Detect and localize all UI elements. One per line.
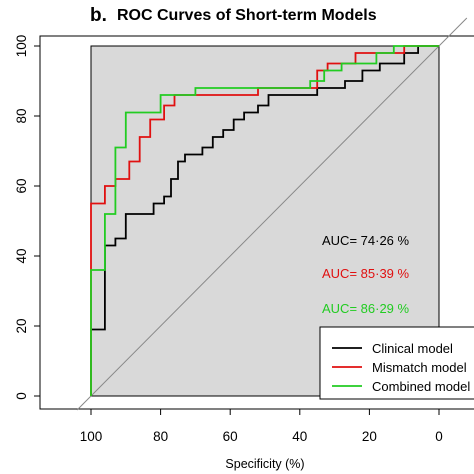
panel-letter: b. [90,5,107,26]
legend-label-mismatch: Mismatch model [372,360,467,375]
y-ticks: 0 20 40 60 80 100 [14,35,40,400]
y-tick-label: 100 [14,35,29,58]
legend-box [319,326,474,400]
legend-label-combined: Combined model [372,379,470,394]
legend-label-clinical: Clinical model [372,341,453,356]
x-tick-label: 20 [362,429,377,444]
y-tick-label: 60 [14,178,29,193]
x-tick-label: 60 [223,429,238,444]
series-layer [90,45,439,396]
auc-label-mismatch: AUC= 85·39 % [322,266,410,281]
auc-label-combined: AUC= 86·29 % [322,301,410,316]
y-tick-label: 40 [14,248,29,263]
x-tick-label: 80 [153,429,168,444]
plot-frame [39,35,474,410]
legend: Clinical model Mismatch model Combined m… [319,326,474,400]
y-tick-label: 0 [14,392,29,400]
chart-title: ROC Curves of Short-term Models [117,7,377,24]
series-line-clinical [90,45,439,396]
series-line-combined [90,45,439,396]
x-tick-label: 40 [292,429,307,444]
reference-diagonal [76,17,468,411]
auc-label-clinical: AUC= 74·26 % [322,233,410,248]
y-tick-label: 20 [14,318,29,333]
y-tick-label: 80 [14,108,29,123]
x-tick-label: 100 [80,429,103,444]
x-ticks: 100 80 60 40 20 0 [80,409,443,444]
x-tick-label: 0 [435,429,443,444]
x-axis-label: Specificity (%) [225,457,304,471]
